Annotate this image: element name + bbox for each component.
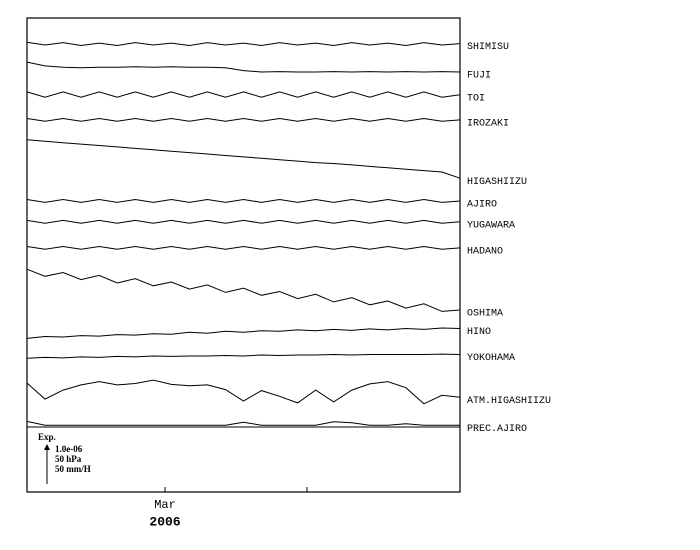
trace-label: YOKOHAMA bbox=[467, 353, 515, 364]
plot-frame bbox=[26, 17, 461, 493]
legend-text: 50 mm/H bbox=[55, 464, 91, 474]
scale-arrow-head bbox=[44, 444, 50, 450]
trace-label: PREC.AJIRO bbox=[467, 424, 527, 435]
year-label: 2006 bbox=[149, 514, 180, 529]
trace bbox=[26, 198, 461, 203]
trace-label: SHIMISU bbox=[467, 42, 509, 53]
trace-label: HINO bbox=[467, 327, 491, 338]
trace bbox=[26, 41, 461, 47]
x-tick-label: Mar bbox=[154, 498, 176, 512]
trace-label: HIGASHIIZU bbox=[467, 177, 527, 188]
trace bbox=[26, 117, 461, 122]
trace bbox=[26, 61, 461, 73]
trace-label: YUGAWARA bbox=[467, 220, 515, 231]
trace bbox=[26, 379, 461, 405]
legend-text: 50 hPa bbox=[55, 454, 82, 464]
legend-text: Exp. bbox=[38, 432, 56, 442]
trace bbox=[26, 139, 461, 179]
trace bbox=[26, 219, 461, 224]
legend-text: 1.0e-06 bbox=[55, 444, 83, 454]
trace-label: TOI bbox=[467, 93, 485, 104]
trace bbox=[26, 327, 461, 339]
trace-label: FUJI bbox=[467, 71, 491, 82]
trace bbox=[26, 420, 460, 426]
trace bbox=[26, 353, 461, 359]
trace-label: ATM.HIGASHIIZU bbox=[467, 396, 551, 407]
trace-label: IROZAKI bbox=[467, 119, 509, 130]
trace bbox=[26, 268, 461, 312]
trace bbox=[26, 91, 461, 98]
trace-label: AJIRO bbox=[467, 200, 497, 211]
trace-label: HADANO bbox=[467, 247, 503, 258]
trace bbox=[26, 245, 461, 250]
trace-label: OSHIMA bbox=[467, 309, 503, 320]
